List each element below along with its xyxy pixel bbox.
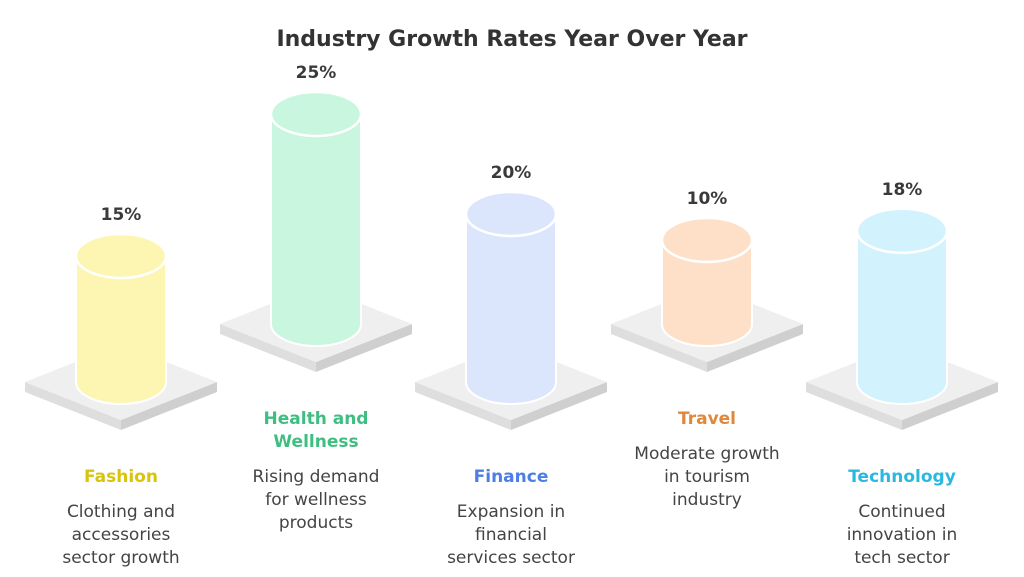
- platform-left-technology: [806, 382, 902, 430]
- platform-left-travel: [611, 324, 707, 372]
- value-label-technology: 18%: [882, 180, 923, 200]
- description-fashion: Clothing and accessories sector growth: [62, 502, 179, 568]
- bar-finance: 20% Finance Expansion in financial services …: [415, 163, 607, 568]
- cylinder-top-technology: [855, 207, 949, 255]
- value-label-finance: 20%: [491, 163, 532, 183]
- bar-health-and-wellness: 25% Health and Wellness Rising demand for we…: [220, 63, 412, 533]
- value-label-travel: 10%: [687, 189, 728, 209]
- bar-fashion: 15% Fashion Clothing and accessories sector …: [25, 205, 217, 568]
- value-label-fashion: 15%: [101, 205, 142, 225]
- description-health-and-wellness: Rising demand for wellness products: [253, 467, 380, 533]
- platform-right-finance: [511, 382, 607, 430]
- cylinder-body-finance: [465, 213, 557, 405]
- category-label-travel: Travel: [678, 409, 736, 429]
- cylinder-body-travel: [661, 239, 753, 347]
- cylinder-top-finance: [464, 190, 558, 238]
- cylinder-top-health-and-wellness: [269, 90, 363, 138]
- platform-left-fashion: [25, 382, 121, 430]
- category-label-fashion: Fashion: [84, 467, 158, 487]
- description-finance: Expansion in financial services sector: [447, 502, 575, 568]
- cylinder-top-fashion: [74, 232, 168, 280]
- platform-left-finance: [415, 382, 511, 430]
- bar-technology: 18% Technology Continued innovation in tech …: [806, 180, 998, 568]
- platform-right-fashion: [121, 382, 217, 430]
- cylinder-body-health-and-wellness: [270, 113, 362, 347]
- platform-left-health-and-wellness: [220, 324, 316, 372]
- cylinder-body-fashion: [75, 255, 167, 405]
- platform-right-health-and-wellness: [316, 324, 412, 372]
- bar-travel: 10% Travel Moderate growth in tourism indust…: [611, 189, 803, 510]
- chart-title: Industry Growth Rates Year Over Year: [276, 27, 747, 52]
- value-label-health-and-wellness: 25%: [296, 63, 337, 83]
- platform-right-technology: [902, 382, 998, 430]
- category-label-technology: Technology: [848, 467, 956, 487]
- plot-area: 15% Fashion Clothing and accessories sector …: [25, 63, 998, 568]
- description-travel: Moderate growth in tourism industry: [634, 444, 779, 510]
- category-label-finance: Finance: [474, 467, 549, 487]
- platform-right-travel: [707, 324, 803, 372]
- description-technology: Continued innovation in tech sector: [847, 502, 958, 568]
- category-label-health-and-wellness: Health and Wellness: [264, 409, 369, 452]
- cylinder-body-technology: [856, 229, 948, 405]
- cylinder-top-travel: [660, 216, 754, 264]
